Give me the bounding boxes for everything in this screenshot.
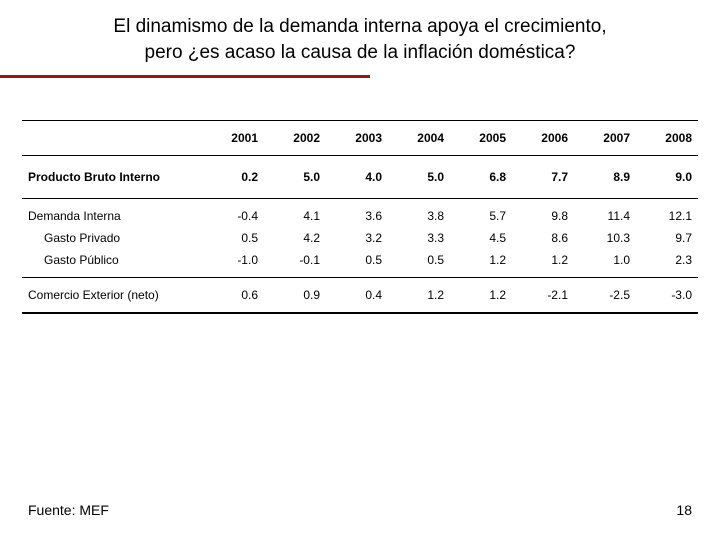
title-line-1: El dinamismo de la demanda interna apoya… bbox=[113, 16, 606, 37]
cell-value: 12.1 bbox=[636, 199, 698, 228]
cell-value: 0.9 bbox=[264, 278, 326, 314]
cell-value: 0.2 bbox=[202, 156, 264, 199]
table-body: Producto Bruto Interno0.25.04.05.06.87.7… bbox=[22, 156, 698, 314]
cell-value: 0.5 bbox=[388, 249, 450, 278]
table-row: Gasto Público-1.0-0.10.50.51.21.21.02.3 bbox=[22, 249, 698, 278]
title-line-2: pero ¿es acaso la causa de la inflación … bbox=[145, 42, 576, 63]
cell-value: 3.2 bbox=[326, 227, 388, 249]
table-row: Gasto Privado0.54.23.23.34.58.610.39.7 bbox=[22, 227, 698, 249]
cell-value: 0.6 bbox=[202, 278, 264, 314]
cell-value: 1.2 bbox=[450, 278, 512, 314]
cell-value: 1.2 bbox=[450, 249, 512, 278]
table-header: 20012002200320042005200620072008 bbox=[22, 121, 698, 156]
row-label: Comercio Exterior (neto) bbox=[22, 278, 202, 314]
year-header: 2003 bbox=[326, 121, 388, 156]
cell-value: 0.5 bbox=[326, 249, 388, 278]
year-header: 2006 bbox=[512, 121, 574, 156]
cell-value: -2.1 bbox=[512, 278, 574, 314]
cell-value: 9.0 bbox=[636, 156, 698, 199]
cell-value: -2.5 bbox=[574, 278, 636, 314]
cell-value: 4.0 bbox=[326, 156, 388, 199]
data-table: 20012002200320042005200620072008 Product… bbox=[22, 120, 698, 314]
cell-value: 10.3 bbox=[574, 227, 636, 249]
cell-value: 9.7 bbox=[636, 227, 698, 249]
row-label: Demanda Interna bbox=[22, 199, 202, 228]
page-number: 18 bbox=[676, 502, 692, 518]
cell-value: -1.0 bbox=[202, 249, 264, 278]
cell-value: 4.5 bbox=[450, 227, 512, 249]
cell-value: 5.0 bbox=[264, 156, 326, 199]
cell-value: -0.1 bbox=[264, 249, 326, 278]
row-label: Producto Bruto Interno bbox=[22, 156, 202, 199]
cell-value: 6.8 bbox=[450, 156, 512, 199]
cell-value: 1.2 bbox=[388, 278, 450, 314]
cell-value: 7.7 bbox=[512, 156, 574, 199]
table-row: Demanda Interna-0.44.13.63.85.79.811.412… bbox=[22, 199, 698, 228]
cell-value: 1.0 bbox=[574, 249, 636, 278]
data-table-container: 20012002200320042005200620072008 Product… bbox=[0, 78, 720, 314]
year-header: 2001 bbox=[202, 121, 264, 156]
cell-value: 3.3 bbox=[388, 227, 450, 249]
table-row: Comercio Exterior (neto)0.60.90.41.21.2-… bbox=[22, 278, 698, 314]
year-header: 2002 bbox=[264, 121, 326, 156]
cell-value: 2.3 bbox=[636, 249, 698, 278]
year-header: 2008 bbox=[636, 121, 698, 156]
cell-value: 1.2 bbox=[512, 249, 574, 278]
year-header: 2005 bbox=[450, 121, 512, 156]
cell-value: 3.8 bbox=[388, 199, 450, 228]
slide-title: El dinamismo de la demanda interna apoya… bbox=[0, 0, 720, 75]
cell-value: 3.6 bbox=[326, 199, 388, 228]
cell-value: 8.6 bbox=[512, 227, 574, 249]
cell-value: 5.7 bbox=[450, 199, 512, 228]
cell-value: 8.9 bbox=[574, 156, 636, 199]
cell-value: 5.0 bbox=[388, 156, 450, 199]
cell-value: 4.1 bbox=[264, 199, 326, 228]
cell-value: 9.8 bbox=[512, 199, 574, 228]
year-header: 2007 bbox=[574, 121, 636, 156]
source-label: Fuente: MEF bbox=[28, 502, 109, 518]
cell-value: -0.4 bbox=[202, 199, 264, 228]
table-row: Producto Bruto Interno0.25.04.05.06.87.7… bbox=[22, 156, 698, 199]
row-label: Gasto Privado bbox=[22, 227, 202, 249]
cell-value: 4.2 bbox=[264, 227, 326, 249]
row-label: Gasto Público bbox=[22, 249, 202, 278]
cell-value: 0.5 bbox=[202, 227, 264, 249]
cell-value: 11.4 bbox=[574, 199, 636, 228]
cell-value: -3.0 bbox=[636, 278, 698, 314]
cell-value: 0.4 bbox=[326, 278, 388, 314]
header-blank bbox=[22, 121, 202, 156]
year-header: 2004 bbox=[388, 121, 450, 156]
